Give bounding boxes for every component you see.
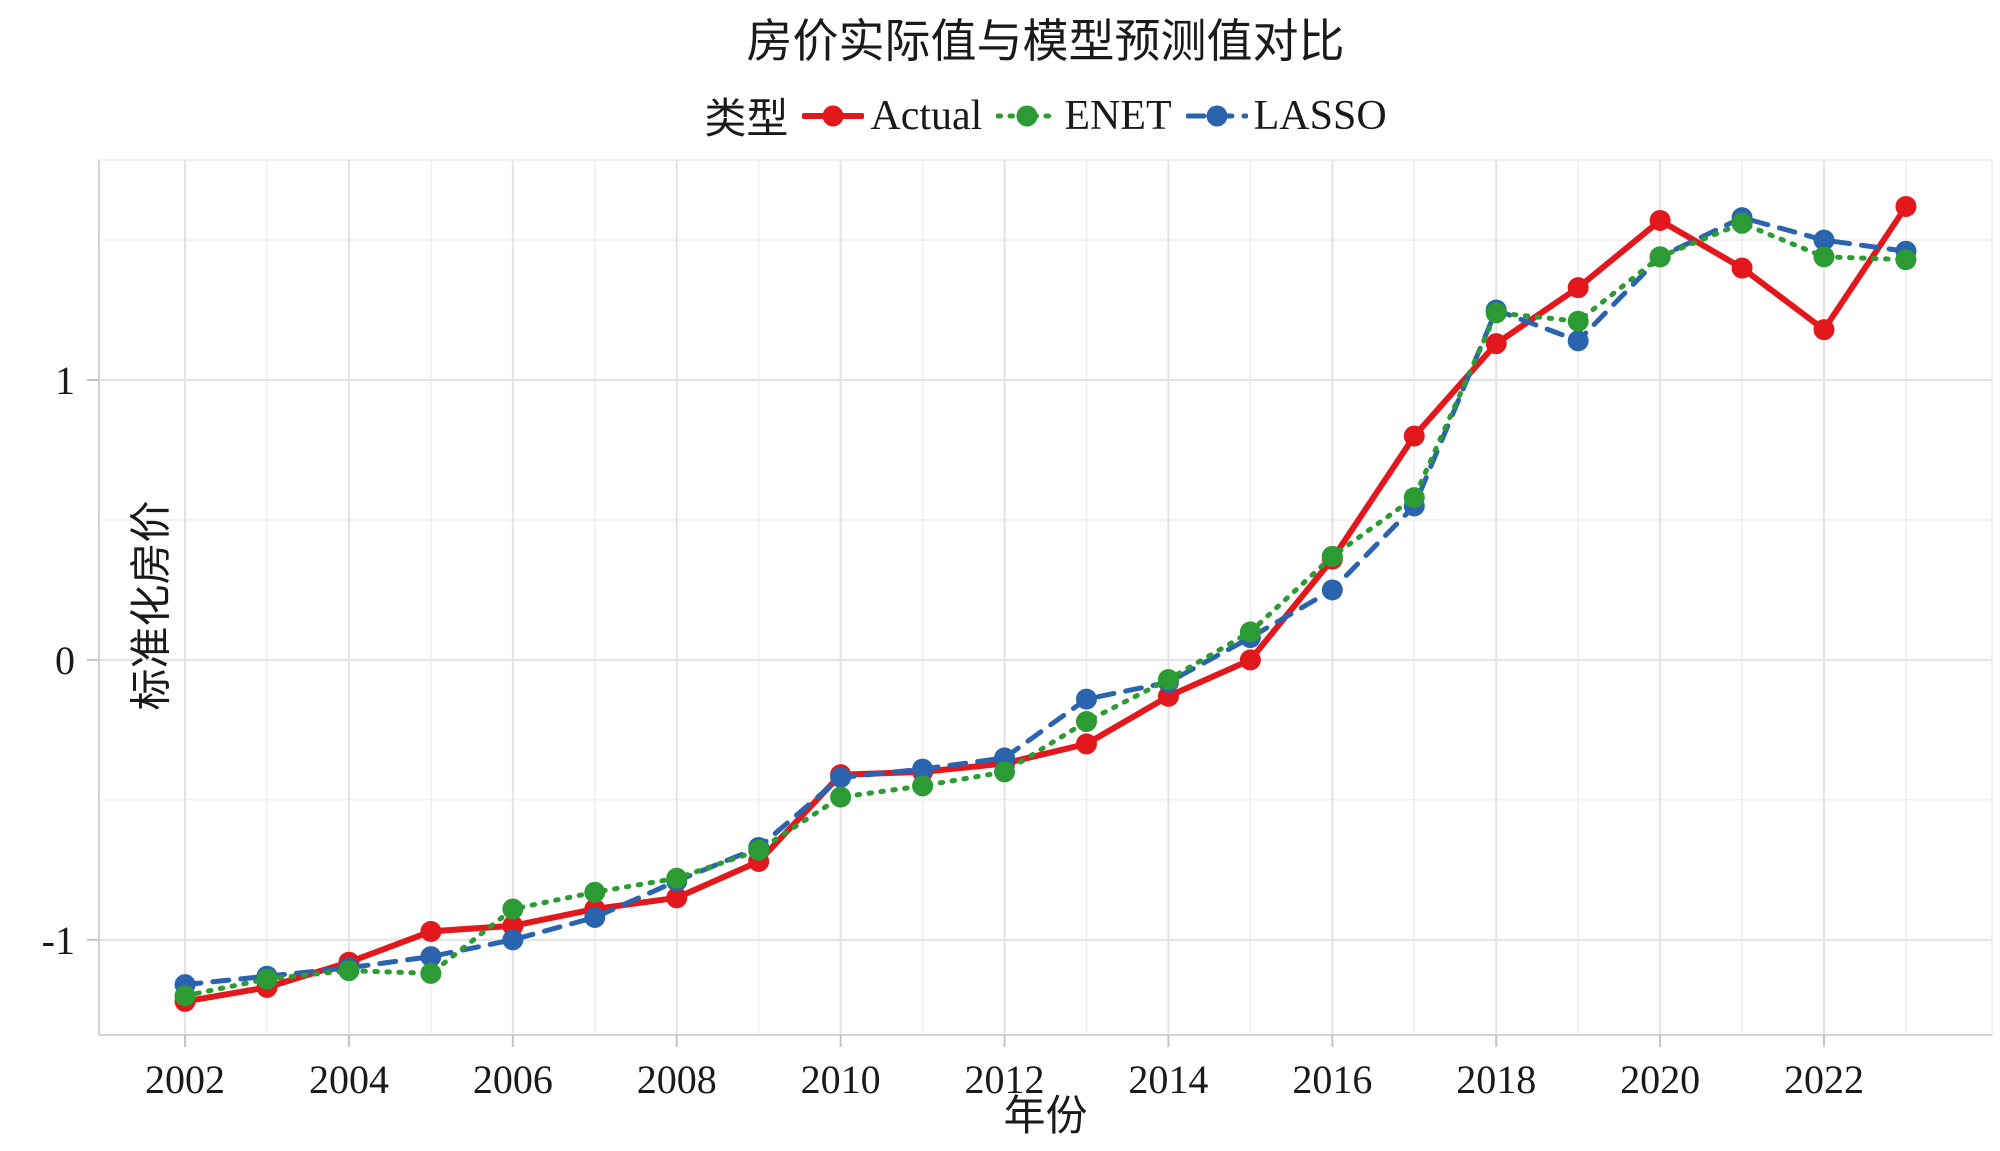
- lasso-point: [1075, 688, 1097, 710]
- legend-label-lasso: LASSO: [1253, 92, 1387, 139]
- x-tick-label: 2020: [1620, 1057, 1700, 1102]
- enet-point: [1075, 711, 1097, 733]
- y-tick-label: 1: [55, 358, 75, 403]
- y-axis-title: 标准化房价: [129, 500, 176, 711]
- enet-line: [182, 220, 1909, 999]
- enet-point: [1321, 545, 1343, 567]
- enet-point: [1403, 487, 1425, 509]
- lasso-point: [420, 946, 442, 968]
- x-tick-label: 2006: [473, 1057, 553, 1102]
- lasso-point: [1567, 330, 1589, 352]
- enet-line-point-icon: [996, 105, 1059, 127]
- actual-point: [420, 920, 442, 942]
- legend-title: 类型: [704, 97, 789, 144]
- actual-point: [1813, 319, 1835, 341]
- legend-item-lasso: LASSO: [1185, 92, 1387, 140]
- x-tick-label: 2004: [309, 1057, 389, 1102]
- enet-point: [584, 881, 606, 903]
- axis-ticks: 2002 2004 2006 2008 2010 2012 2014 2016 2018 2020…: [42, 358, 1864, 1102]
- actual-point: [1895, 195, 1917, 217]
- gridlines: [99, 160, 1992, 1035]
- y-tick-label: -1: [42, 918, 75, 963]
- enet-point: [1239, 621, 1261, 643]
- series-actual: [174, 195, 1917, 1012]
- series-enet: [174, 212, 1917, 1007]
- enet-point: [256, 968, 278, 990]
- lasso-point: [584, 906, 606, 928]
- enet-point: [666, 867, 688, 889]
- enet-point: [1895, 249, 1917, 271]
- enet-point: [338, 960, 360, 982]
- x-tick-label: 2018: [1456, 1057, 1536, 1102]
- lasso-line-point-icon: [1185, 105, 1248, 127]
- legend-item-enet: ENET: [996, 92, 1172, 140]
- x-axis-title: 年份: [1003, 1094, 1088, 1140]
- actual-point: [1403, 425, 1425, 447]
- x-tick-label: 2012: [965, 1057, 1045, 1102]
- x-tick-label: 2008: [637, 1057, 717, 1102]
- chart-header: 房价实际值与模型预测值对比 类型 Actual ENET LASSO: [99, 0, 1992, 146]
- actual-point: [1239, 649, 1261, 671]
- enet-point: [1813, 246, 1835, 268]
- panel-border: [98, 159, 1993, 1036]
- x-tick-label: 2016: [1292, 1057, 1372, 1102]
- actual-point: [1075, 733, 1097, 755]
- legend: 类型 Actual ENET LASSO: [99, 85, 1992, 146]
- lasso-point: [502, 929, 524, 951]
- legend-label-actual: Actual: [870, 92, 983, 139]
- enet-point: [1485, 302, 1507, 324]
- x-tick-label: 2022: [1784, 1057, 1864, 1102]
- actual-line: [182, 203, 1909, 1005]
- actual-point: [1485, 333, 1507, 355]
- legend-label-enet: ENET: [1064, 92, 1172, 139]
- actual-point: [666, 887, 688, 909]
- legend-item-actual: Actual: [802, 92, 982, 140]
- lasso-point: [1813, 229, 1835, 251]
- chart-title: 房价实际值与模型预测值对比: [746, 16, 1345, 67]
- actual-point: [1649, 209, 1671, 231]
- enet-point: [420, 962, 442, 984]
- enet-point: [748, 839, 770, 861]
- enet-point: [912, 775, 934, 797]
- enet-point: [502, 898, 524, 920]
- actual-point: [1567, 277, 1589, 299]
- enet-point: [994, 761, 1016, 783]
- x-tick-label: 2002: [145, 1057, 225, 1102]
- lasso-point: [830, 766, 852, 788]
- actual-line-point-icon: [802, 105, 865, 127]
- actual-point: [1731, 257, 1753, 279]
- series-lasso: [174, 207, 1917, 996]
- enet-point: [174, 985, 196, 1007]
- enet-point: [1567, 310, 1589, 332]
- x-tick-label: 2010: [801, 1057, 881, 1102]
- x-tick-label: 2014: [1128, 1057, 1208, 1102]
- enet-point: [1649, 246, 1671, 268]
- enet-point: [830, 786, 852, 808]
- lasso-point: [1321, 579, 1343, 601]
- lasso-line: [182, 215, 1909, 988]
- lasso-point: [912, 758, 934, 780]
- y-tick-label: 0: [55, 638, 75, 683]
- enet-point: [1731, 212, 1753, 234]
- enet-point: [1157, 669, 1179, 691]
